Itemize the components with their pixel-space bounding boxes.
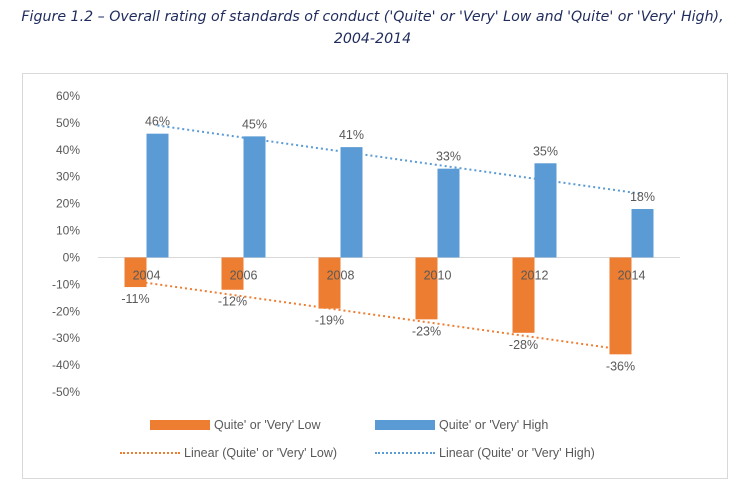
legend-label-high-trend: Linear (Quite' or 'Very' High) bbox=[439, 446, 595, 460]
y-tick-label: -40% bbox=[52, 358, 80, 372]
legend-item-low-trend: Linear (Quite' or 'Very' Low) bbox=[120, 446, 337, 460]
legend-swatch-low bbox=[150, 420, 210, 430]
figure-title: Figure 1.2 – Overall rating of standards… bbox=[0, 6, 745, 50]
y-tick-label: 50% bbox=[56, 116, 80, 130]
bar-low-2012 bbox=[512, 257, 535, 333]
data-label-high: 18% bbox=[630, 190, 655, 204]
y-tick-label: 0% bbox=[63, 250, 81, 264]
data-label-high: 35% bbox=[533, 144, 558, 158]
bar-high-2012 bbox=[534, 163, 557, 258]
x-tick-label: 2004 bbox=[133, 268, 161, 282]
legend-label-low: Quite' or 'Very' Low bbox=[214, 418, 321, 432]
data-label-high: 41% bbox=[339, 128, 364, 142]
bar-high-2014 bbox=[631, 209, 654, 258]
bar-low-2006 bbox=[221, 257, 244, 290]
data-label-low: -28% bbox=[509, 338, 538, 352]
y-tick-label: 10% bbox=[56, 224, 80, 238]
legend-item-low: Quite' or 'Very' Low bbox=[150, 418, 321, 432]
y-tick-label: 40% bbox=[56, 143, 80, 157]
figure-title-line-1: Figure 1.2 – Overall rating of standards… bbox=[21, 9, 724, 25]
data-label-low: -12% bbox=[218, 295, 247, 309]
y-tick-label: -10% bbox=[52, 277, 80, 291]
data-label-low: -11% bbox=[121, 292, 149, 306]
bar-low-2008 bbox=[318, 257, 341, 309]
legend-swatch-high-trend bbox=[375, 452, 435, 454]
x-tick-label: 2014 bbox=[618, 268, 646, 282]
trendline-high bbox=[157, 124, 643, 195]
data-label-low: -23% bbox=[412, 324, 441, 338]
x-tick-label: 2012 bbox=[521, 268, 549, 282]
legend-item-high-trend: Linear (Quite' or 'Very' High) bbox=[375, 446, 595, 460]
legend-label-high: Quite' or 'Very' High bbox=[439, 418, 549, 432]
figure-title-line-2: 2004-2014 bbox=[333, 31, 412, 47]
chart-legend: Quite' or 'Very' Low Quite' or 'Very' Hi… bbox=[120, 414, 630, 464]
data-label-high: 46% bbox=[145, 115, 170, 129]
trendline-low bbox=[135, 280, 621, 351]
y-tick-label: 60% bbox=[56, 89, 80, 103]
x-tick-label: 2010 bbox=[424, 268, 452, 282]
y-tick-label: -20% bbox=[52, 304, 80, 318]
data-label-low: -19% bbox=[315, 314, 344, 328]
legend-swatch-low-trend bbox=[120, 452, 180, 454]
data-label-high: 33% bbox=[436, 150, 461, 164]
x-tick-label: 2006 bbox=[230, 268, 258, 282]
bar-low-2014 bbox=[609, 257, 632, 355]
bar-low-2004 bbox=[124, 257, 147, 288]
x-tick-label: 2008 bbox=[327, 268, 355, 282]
legend-swatch-high bbox=[375, 420, 435, 430]
bar-high-2006 bbox=[243, 136, 266, 258]
y-tick-label: -50% bbox=[52, 385, 80, 399]
y-tick-label: 30% bbox=[56, 170, 80, 184]
chart-frame bbox=[22, 73, 728, 479]
y-tick-label: -30% bbox=[52, 331, 80, 345]
y-tick-label: 20% bbox=[56, 197, 80, 211]
bar-low-2010 bbox=[415, 257, 438, 320]
bar-high-2008 bbox=[340, 147, 363, 258]
data-label-high: 45% bbox=[242, 117, 267, 131]
bar-high-2010 bbox=[437, 168, 460, 258]
legend-item-high: Quite' or 'Very' High bbox=[375, 418, 548, 432]
data-label-low: -36% bbox=[606, 359, 635, 373]
legend-label-low-trend: Linear (Quite' or 'Very' Low) bbox=[184, 446, 338, 460]
bar-high-2004 bbox=[146, 133, 169, 258]
